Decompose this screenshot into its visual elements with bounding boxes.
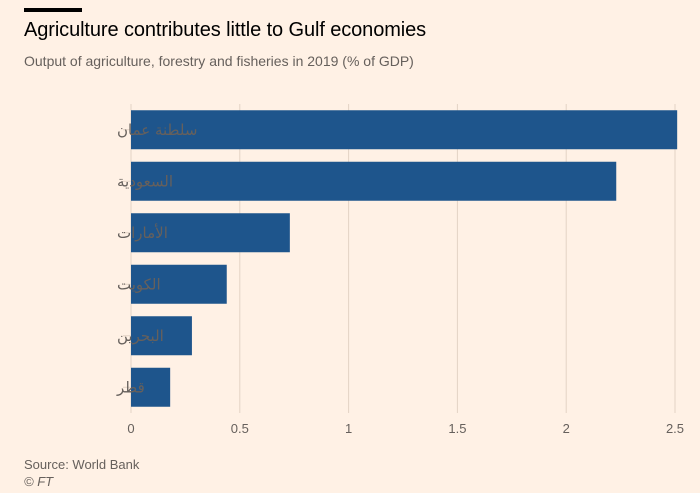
bar xyxy=(131,264,227,304)
category-label: السعودية xyxy=(117,172,173,190)
bar xyxy=(131,316,192,356)
ft-credit: © FT xyxy=(24,474,54,489)
x-tick-label: 1.5 xyxy=(448,421,466,436)
x-tick-label: 0 xyxy=(127,421,134,436)
chart-title: Agriculture contributes little to Gulf e… xyxy=(24,19,427,41)
bar xyxy=(131,367,171,407)
source-note: Source: World Bank xyxy=(24,457,140,472)
x-tick-label: 2 xyxy=(563,421,570,436)
bar xyxy=(131,110,678,150)
bar xyxy=(131,213,290,253)
category-label: الأمارات xyxy=(117,223,168,242)
x-tick-label: 2.5 xyxy=(666,421,684,436)
category-label: سلطنة عمان xyxy=(117,121,197,139)
category-label: الكويت xyxy=(117,275,161,293)
x-tick-label: 1 xyxy=(345,421,352,436)
bar xyxy=(131,161,617,201)
category-label: البحرين xyxy=(117,327,164,345)
chart-subtitle: Output of agriculture, forestry and fish… xyxy=(24,53,414,69)
x-tick-label: 0.5 xyxy=(231,421,249,436)
category-label: قطر xyxy=(116,378,145,396)
ft-accent-bar xyxy=(24,8,82,12)
